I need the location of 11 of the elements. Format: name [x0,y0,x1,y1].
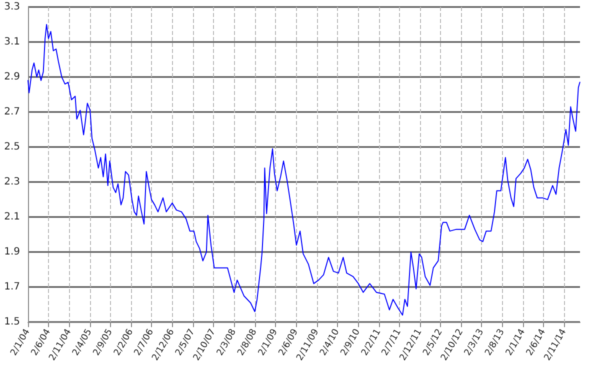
y-tick-label: 1.9 [4,246,20,258]
y-tick-label: 1.7 [4,282,20,293]
y-tick-label: 2.1 [4,212,20,223]
y-tick-label: 2.7 [4,106,20,118]
line-series [28,24,580,316]
y-tick-label: 3.1 [4,36,20,48]
y-tick-label: 1.5 [4,316,20,328]
y-tick-label: 3.3 [4,2,20,12]
y-tick-label: 2.3 [4,176,20,188]
y-tick-label: 2.5 [4,142,20,153]
y-tick-label: 2.9 [4,72,20,83]
